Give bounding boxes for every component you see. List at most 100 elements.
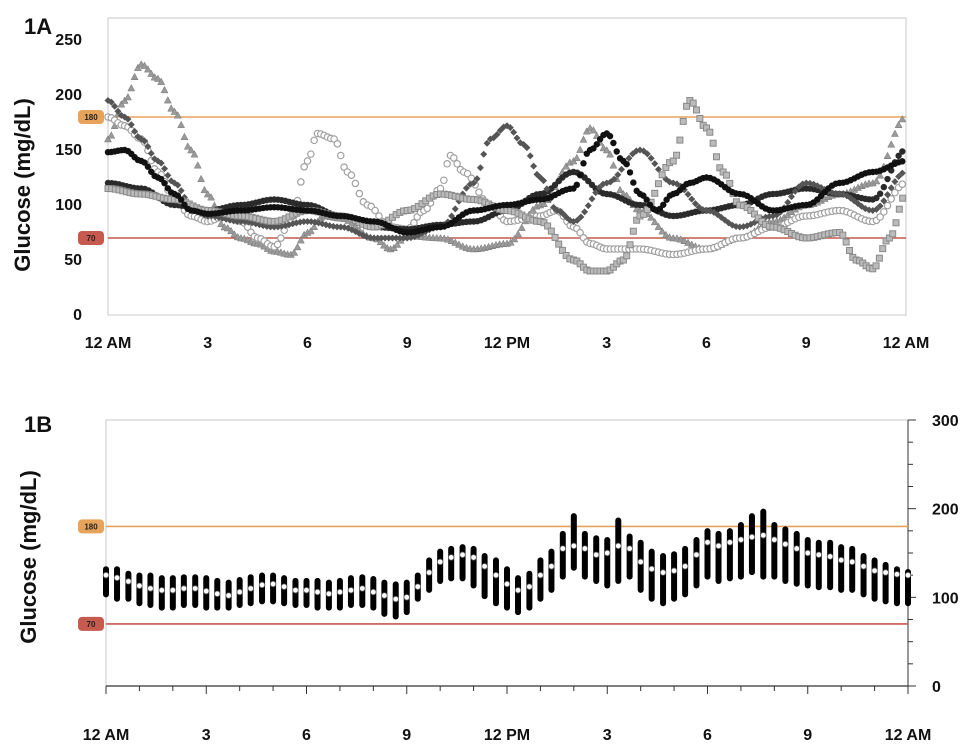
data-point xyxy=(651,160,659,168)
data-point xyxy=(293,242,302,251)
data-point xyxy=(277,234,285,242)
mean-marker xyxy=(804,549,811,557)
range-bar xyxy=(570,513,577,571)
data-point xyxy=(370,234,378,242)
range-bar xyxy=(860,553,867,598)
data-point xyxy=(470,179,478,187)
data-point xyxy=(572,153,581,162)
data-point xyxy=(899,194,907,202)
mean-marker xyxy=(748,533,756,541)
data-point xyxy=(895,152,902,159)
mean-marker xyxy=(882,569,889,576)
x-tick-label-1b: 9 xyxy=(803,727,812,744)
range-bar xyxy=(782,526,789,585)
data-point xyxy=(493,130,501,138)
data-point xyxy=(230,230,239,238)
plot-area-1b: 0 100 200 300 12 AM 3 6 9 12 PM 3 6 9 12 AM 180 70 xyxy=(78,413,959,744)
mean-marker xyxy=(136,582,143,590)
range-bar xyxy=(626,533,633,580)
mean-marker xyxy=(659,569,667,576)
data-point xyxy=(447,236,456,244)
data-point xyxy=(333,140,342,148)
data-point xyxy=(107,131,116,139)
data-point xyxy=(889,230,897,238)
mean-marker xyxy=(414,583,421,590)
data-point xyxy=(203,189,212,198)
mean-marker xyxy=(581,545,589,552)
mean-marker xyxy=(158,587,166,594)
x-tick-label-1a: 6 xyxy=(303,335,312,352)
range-bar xyxy=(270,572,277,605)
mean-marker xyxy=(336,588,344,596)
data-point xyxy=(706,128,714,136)
mean-marker xyxy=(860,563,867,570)
data-point xyxy=(662,163,670,171)
data-point xyxy=(177,187,185,195)
data-point xyxy=(483,139,491,147)
range-bar xyxy=(671,551,678,602)
data-point xyxy=(680,236,689,244)
range-bar xyxy=(125,570,132,602)
mean-marker xyxy=(526,583,533,590)
x-tick-label-1b: 3 xyxy=(603,727,612,744)
range-bar xyxy=(748,513,755,576)
mean-marker xyxy=(214,590,221,597)
data-point xyxy=(626,169,634,176)
data-point xyxy=(197,174,206,183)
data-point xyxy=(543,185,551,193)
mean-marker xyxy=(626,545,633,552)
data-point xyxy=(872,205,880,213)
data-point xyxy=(891,188,899,197)
y-tick-label-1b: 200 xyxy=(932,502,959,519)
data-point xyxy=(506,124,514,132)
data-point xyxy=(164,171,172,179)
data-point xyxy=(217,219,225,228)
data-point xyxy=(873,194,880,202)
data-point xyxy=(887,195,896,203)
range-bar xyxy=(637,539,644,593)
data-point xyxy=(304,218,311,225)
data-point xyxy=(887,184,895,192)
mean-marker xyxy=(359,585,366,592)
range-bar xyxy=(504,566,510,611)
data-point xyxy=(696,114,704,122)
data-point xyxy=(227,226,235,235)
mean-marker xyxy=(492,571,500,579)
data-point xyxy=(207,193,215,201)
data-point xyxy=(643,150,651,158)
data-point xyxy=(526,152,534,160)
data-point xyxy=(872,262,880,270)
mean-marker xyxy=(392,595,399,603)
data-point xyxy=(899,148,906,155)
data-point xyxy=(517,223,526,231)
data-point xyxy=(845,246,853,254)
mean-marker xyxy=(815,551,822,558)
data-point xyxy=(443,159,451,168)
data-point xyxy=(127,83,136,92)
data-point xyxy=(307,150,315,158)
data-point xyxy=(200,185,209,194)
data-point xyxy=(899,158,906,165)
mean-marker xyxy=(704,539,711,546)
data-point xyxy=(647,154,655,162)
data-point xyxy=(640,210,648,218)
y-axis-title-1a: Glucose (mg/dL) xyxy=(10,98,35,272)
data-point xyxy=(297,178,305,186)
data-point xyxy=(883,151,892,159)
data-point xyxy=(606,132,614,140)
plot-frame-1a xyxy=(107,17,907,316)
range-bar xyxy=(281,575,288,607)
data-point xyxy=(898,114,907,123)
data-point xyxy=(606,150,614,158)
data-point xyxy=(380,241,388,249)
reference-badge-70-1b xyxy=(78,616,104,631)
range-bar xyxy=(737,521,744,580)
mean-marker xyxy=(102,571,110,579)
mean-marker xyxy=(113,574,121,582)
data-point xyxy=(451,238,460,246)
data-point xyxy=(514,229,523,238)
data-point xyxy=(895,173,903,181)
range-bar xyxy=(537,557,544,602)
mean-marker xyxy=(258,581,266,589)
data-point xyxy=(540,177,548,185)
